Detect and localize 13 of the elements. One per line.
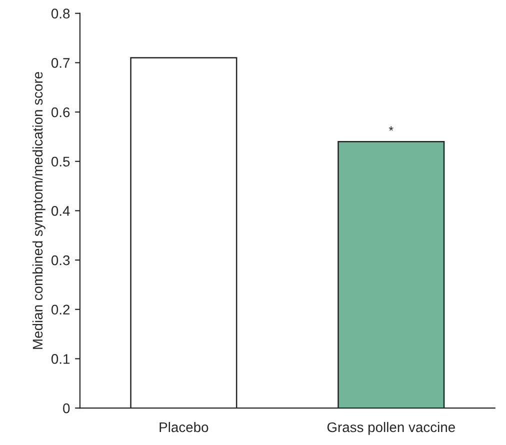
y-axis-title: Median combined symptom/medication score <box>32 72 46 349</box>
y-tick-label: 0.4 <box>51 206 70 216</box>
y-tick-label: 0.5 <box>51 156 70 167</box>
y-tick-label: 0.3 <box>51 255 70 266</box>
annotation: * <box>388 126 394 131</box>
y-tick-label: 0.7 <box>51 58 70 68</box>
y-tick-label: 0.1 <box>51 354 70 364</box>
y-tick-label: 0.8 <box>51 8 70 19</box>
x-tick-label: Placebo <box>160 422 208 432</box>
y-tick-label: 0.2 <box>51 304 70 315</box>
y-tick-label: 0.6 <box>51 107 70 118</box>
y-tick-label: 0 <box>63 403 70 414</box>
x-tick-label: Grass pollen vaccine <box>327 422 455 435</box>
